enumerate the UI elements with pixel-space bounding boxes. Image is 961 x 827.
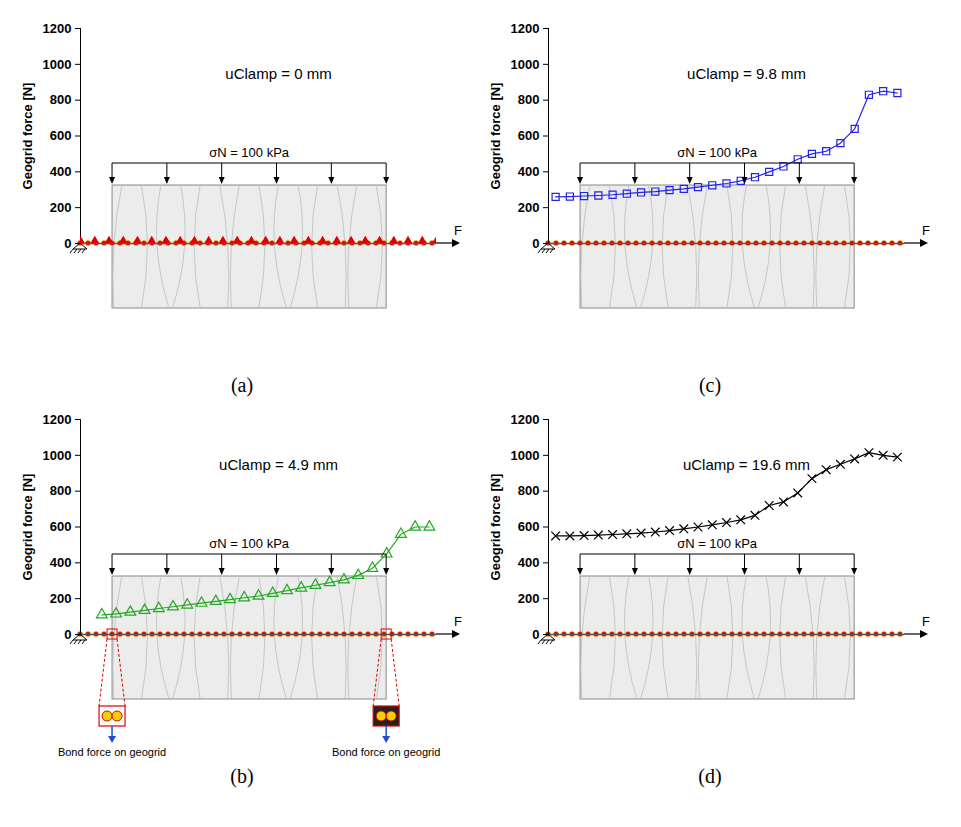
svg-text:1200: 1200 (43, 412, 72, 427)
svg-text:0: 0 (532, 627, 539, 642)
svg-text:200: 200 (50, 591, 72, 606)
svg-text:400: 400 (518, 164, 540, 179)
svg-text:F: F (454, 223, 462, 238)
svg-text:400: 400 (518, 555, 540, 570)
svg-text:0: 0 (532, 236, 539, 251)
svg-text:200: 200 (518, 591, 540, 606)
svg-text:uClamp = 0 mm: uClamp = 0 mm (225, 65, 331, 82)
svg-text:1200: 1200 (511, 21, 540, 36)
svg-text:uClamp = 9.8 mm: uClamp = 9.8 mm (687, 65, 806, 82)
svg-text:F: F (922, 223, 930, 238)
svg-text:0: 0 (64, 627, 71, 642)
svg-text:Bond force on geogrid: Bond force on geogrid (58, 746, 166, 758)
svg-text:1000: 1000 (511, 447, 540, 462)
svg-text:600: 600 (518, 128, 540, 143)
svg-text:Geogrid force [N]: Geogrid force [N] (488, 474, 503, 581)
svg-text:1000: 1000 (43, 447, 72, 462)
svg-text:400: 400 (50, 555, 72, 570)
svg-text:σN = 100 kPa: σN = 100 kPa (209, 536, 290, 551)
svg-text:σN = 100 kPa: σN = 100 kPa (677, 145, 758, 160)
svg-text:σN = 100 kPa: σN = 100 kPa (209, 145, 290, 160)
svg-text:Geogrid force [N]: Geogrid force [N] (488, 83, 503, 190)
svg-text:1000: 1000 (43, 56, 72, 71)
svg-text:σN = 100 kPa: σN = 100 kPa (677, 536, 758, 551)
svg-text:1000: 1000 (511, 56, 540, 71)
svg-text:200: 200 (518, 200, 540, 215)
html-text:(c): (c) (698, 374, 722, 396)
svg-text:uClamp = 4.9 mm: uClamp = 4.9 mm (219, 456, 338, 473)
svg-text:600: 600 (50, 519, 72, 534)
svg-text:600: 600 (50, 128, 72, 143)
svg-text:1200: 1200 (511, 412, 540, 427)
svg-text:Geogrid force [N]: Geogrid force [N] (20, 474, 35, 581)
html-text:(a): (a) (230, 374, 254, 396)
svg-text:800: 800 (518, 92, 540, 107)
svg-text:800: 800 (50, 92, 72, 107)
svg-text:1200: 1200 (43, 21, 72, 36)
svg-text:Geogrid force [N]: Geogrid force [N] (20, 83, 35, 190)
svg-text:F: F (454, 614, 462, 629)
svg-text:600: 600 (518, 519, 540, 534)
svg-text:800: 800 (518, 483, 540, 498)
svg-text:Bond force on geogrid: Bond force on geogrid (332, 746, 440, 758)
html-text:(d): (d) (698, 765, 722, 787)
svg-text:F: F (922, 614, 930, 629)
svg-text:0: 0 (64, 236, 71, 251)
svg-text:200: 200 (50, 200, 72, 215)
svg-text:800: 800 (50, 483, 72, 498)
html-text:(b): (b) (230, 765, 254, 787)
svg-text:400: 400 (50, 164, 72, 179)
svg-text:uClamp = 19.6 mm: uClamp = 19.6 mm (683, 456, 810, 473)
